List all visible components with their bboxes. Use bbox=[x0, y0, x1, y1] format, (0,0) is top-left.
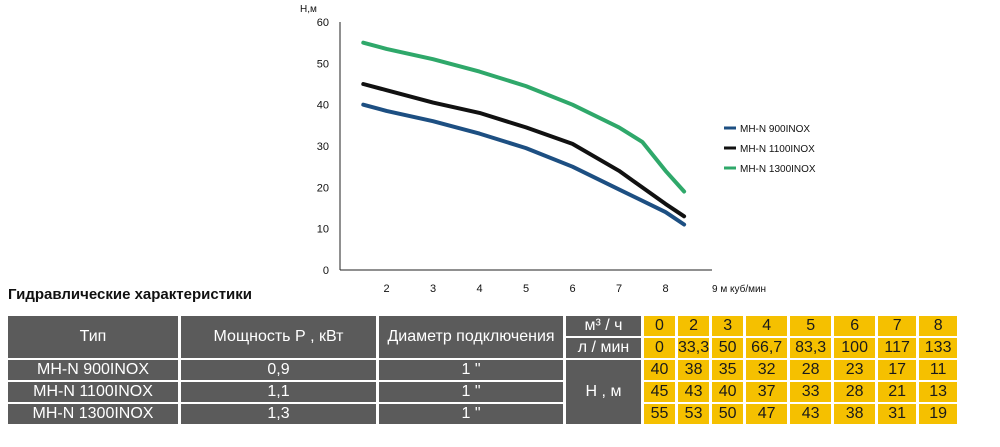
header-row-lmin: л / мин 0 33,3 50 66,7 83,3 100 117 133 bbox=[8, 338, 958, 358]
legend: MH-N 900INOX MH-N 1100INOX MH-N 1300INOX bbox=[724, 124, 816, 175]
head-cell: 28 bbox=[834, 382, 876, 402]
flow-lmin-cell: 33,3 bbox=[678, 338, 710, 358]
legend-label: MH-N 1300INOX bbox=[740, 164, 816, 175]
x-tick-label: 7 bbox=[616, 283, 622, 295]
header-row: Тип Мощность Р , кВт Диаметр подключения… bbox=[8, 316, 958, 358]
model-power: 1,1 bbox=[181, 382, 376, 402]
head-cell: 23 bbox=[834, 360, 876, 380]
x-tick-label: 2 bbox=[383, 283, 389, 295]
series-line-2 bbox=[361, 82, 687, 219]
y-tick-label: 20 bbox=[317, 182, 329, 194]
x-tick-label: 4 bbox=[476, 283, 482, 295]
y-tick-label: 60 bbox=[317, 17, 329, 29]
flow-lmin-cell: 83,3 bbox=[790, 338, 832, 358]
flow-m3-cell: 7 bbox=[878, 316, 917, 336]
x-tick-label: 6 bbox=[569, 283, 575, 295]
model-power: 1,3 bbox=[181, 404, 376, 424]
flow-lmin-cell: 0 bbox=[644, 338, 675, 358]
model-power: 0,9 bbox=[181, 360, 376, 380]
head-cell: 21 bbox=[878, 382, 917, 402]
col-header-power: Мощность Р , кВт bbox=[181, 316, 376, 358]
head-cell: 11 bbox=[919, 360, 958, 380]
y-tick-label: 50 bbox=[317, 58, 329, 70]
unit-head: Н , м bbox=[566, 360, 641, 424]
head-cell: 45 bbox=[644, 382, 675, 402]
head-cell: 40 bbox=[712, 382, 744, 402]
model-name: MH-N 1100INOX bbox=[8, 382, 178, 402]
table-row: MH-N 1100INOX 1,1 1 " 45 43 40 37 33 28 … bbox=[8, 382, 958, 402]
head-cell: 32 bbox=[746, 360, 788, 380]
head-cell: 31 bbox=[878, 404, 917, 424]
head-cell: 47 bbox=[746, 404, 788, 424]
head-cell: 38 bbox=[834, 404, 876, 424]
head-cell: 40 bbox=[644, 360, 675, 380]
model-diameter: 1 " bbox=[379, 360, 563, 380]
flow-lmin-cell: 50 bbox=[712, 338, 744, 358]
series-line-3 bbox=[361, 40, 687, 194]
flow-lmin-cell: 133 bbox=[919, 338, 958, 358]
flow-m3-cell: 4 bbox=[746, 316, 788, 336]
head-cell: 53 bbox=[678, 404, 710, 424]
model-diameter: 1 " bbox=[379, 404, 563, 424]
flow-m3-cell: 5 bbox=[790, 316, 832, 336]
col-header-diameter: Диаметр подключения bbox=[379, 316, 563, 358]
model-name: MH-N 900INOX bbox=[8, 360, 178, 380]
section-title: Гидравлические характеристики bbox=[8, 286, 252, 303]
y-tick-label: 40 bbox=[317, 100, 329, 112]
head-cell: 50 bbox=[712, 404, 744, 424]
head-cell: 33 bbox=[790, 382, 832, 402]
head-cell: 55 bbox=[644, 404, 675, 424]
flow-lmin-cell: 66,7 bbox=[746, 338, 788, 358]
head-cell: 37 bbox=[746, 382, 788, 402]
y-tick-label: 0 bbox=[323, 265, 329, 277]
flow-lmin-cell: 100 bbox=[834, 338, 876, 358]
head-cell: 43 bbox=[678, 382, 710, 402]
flow-m3-cell: 8 bbox=[919, 316, 958, 336]
unit-m3h: м³ / ч bbox=[566, 316, 641, 336]
pump-curve-chart: Н,м 9 м куб/мин 0 10 20 30 40 50 60 2 3 4 5 6 7 8 MH… bbox=[300, 4, 816, 295]
flow-m3-cell: 6 bbox=[834, 316, 876, 336]
table-row: MH-N 900INOX 0,9 1 " Н , м 40 38 35 32 2… bbox=[8, 360, 958, 424]
hydraulic-characteristics-table: Тип Мощность Р , кВт Диаметр подключения… bbox=[5, 314, 960, 426]
series-line-1 bbox=[361, 102, 687, 227]
x-tick-label: 3 bbox=[430, 283, 436, 295]
head-cell: 43 bbox=[790, 404, 832, 424]
series-lines bbox=[361, 40, 687, 227]
x-tick-label: 5 bbox=[523, 283, 529, 295]
col-header-type: Тип bbox=[8, 316, 178, 358]
x-tick-labels: 2 3 4 5 6 7 8 bbox=[383, 283, 668, 295]
head-cell: 35 bbox=[712, 360, 744, 380]
head-cell: 19 bbox=[919, 404, 958, 424]
x-tick-label: 8 bbox=[662, 283, 668, 295]
y-axis-label: Н,м bbox=[300, 4, 317, 15]
table-row: MH-N 1300INOX 1,3 1 " 55 53 50 47 43 38 … bbox=[8, 404, 958, 424]
head-cell: 13 bbox=[919, 382, 958, 402]
legend-label: MH-N 1100INOX bbox=[740, 144, 815, 155]
head-cell: 28 bbox=[790, 360, 832, 380]
flow-lmin-cell: 117 bbox=[878, 338, 917, 358]
x-axis-label: 9 м куб/мин bbox=[712, 283, 766, 295]
legend-label: MH-N 900INOX bbox=[740, 124, 810, 135]
flow-m3-cell: 2 bbox=[678, 316, 710, 336]
head-cell: 17 bbox=[878, 360, 917, 380]
flow-m3-cell: 0 bbox=[644, 316, 675, 336]
flow-m3-cell: 3 bbox=[712, 316, 744, 336]
model-name: MH-N 1300INOX bbox=[8, 404, 178, 424]
y-tick-labels: 0 10 20 30 40 50 60 bbox=[317, 17, 329, 277]
y-tick-label: 30 bbox=[317, 141, 329, 153]
head-cell: 38 bbox=[678, 360, 710, 380]
unit-lmin: л / мин bbox=[566, 338, 641, 358]
model-diameter: 1 " bbox=[379, 382, 563, 402]
y-tick-label: 10 bbox=[317, 224, 329, 236]
